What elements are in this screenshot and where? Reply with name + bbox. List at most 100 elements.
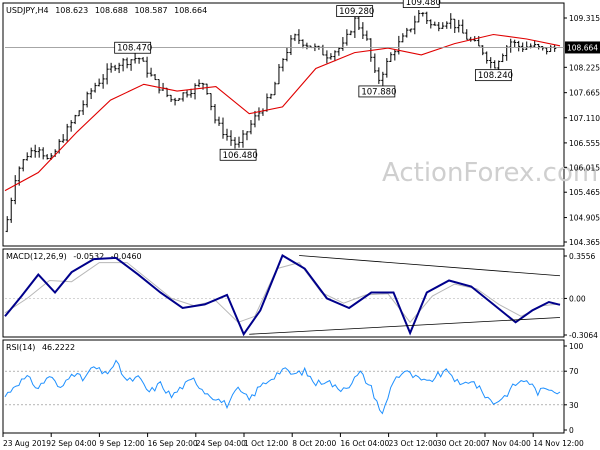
- price-bar: [189, 88, 193, 98]
- price-bar: [545, 47, 549, 55]
- rsi-axis: 100 70 30 0: [564, 342, 584, 435]
- price-bar: [381, 71, 385, 86]
- level-label-box: [402, 0, 440, 8]
- price-bar: [429, 19, 433, 29]
- price-bar: [241, 130, 245, 148]
- level-label-text: 106.480: [223, 151, 258, 161]
- price-bar: [209, 93, 213, 111]
- time-tick-label: 23 Aug 2019: [3, 439, 51, 448]
- price-bar: [385, 58, 389, 78]
- level-label-text: 108.470: [117, 44, 152, 54]
- price-bar: [109, 62, 113, 73]
- price-panel-header: USDJPY,H4 108.623 108.688 108.587 108.66…: [6, 6, 207, 15]
- macd-trendline: [299, 255, 561, 277]
- price-bar: [537, 43, 541, 50]
- price-bar: [517, 40, 521, 52]
- price-bar: [101, 74, 105, 89]
- price-bar: [45, 154, 49, 160]
- price-bar: [237, 136, 241, 148]
- macd-tick-label: 0.00: [569, 294, 586, 303]
- current-price-marker: [565, 41, 600, 54]
- price-tick-label: 108.225: [569, 63, 600, 72]
- macd-panel-header: MACD(12,26,9) -0.0532 -0.0460: [6, 252, 142, 261]
- price-bar: [149, 67, 153, 77]
- price-bar: [249, 120, 253, 135]
- price-bar: [129, 59, 133, 71]
- price-bar: [433, 21, 437, 26]
- price-bar: [225, 128, 229, 141]
- level-label-box: [336, 5, 374, 17]
- price-bar: [153, 74, 157, 81]
- price-bar: [277, 63, 281, 85]
- price-bar: [389, 52, 393, 62]
- price-bar: [181, 92, 185, 102]
- price-bar: [437, 22, 441, 32]
- macd-tick-label: -0.3064: [569, 331, 598, 340]
- price-bar: [61, 134, 65, 143]
- price-bar: [393, 49, 397, 61]
- price-panel-frame: [2, 2, 565, 247]
- macd-series: [4, 254, 564, 337]
- price-bar: [145, 56, 149, 78]
- price-bar: [177, 97, 181, 101]
- price-bar: [233, 137, 237, 149]
- price-bar: [117, 62, 121, 74]
- rsi-tick-label: 100: [569, 342, 584, 351]
- price-bar: [97, 78, 101, 87]
- price-bar: [453, 18, 457, 33]
- price-bar: [481, 45, 485, 56]
- rsi-tick-label: 30: [569, 401, 579, 410]
- time-tick-label: 16 Sep 20:00: [148, 439, 198, 448]
- macd-line: [4, 254, 561, 337]
- rsi-title: RSI(14): [6, 343, 35, 352]
- price-tick-label: 105.465: [569, 188, 600, 197]
- rsi-value: 46.2222: [42, 343, 75, 352]
- ohlc-close: 108.664: [174, 6, 207, 15]
- macd-tick-label: 0.3556: [569, 252, 595, 261]
- level-label: 108.470: [114, 41, 152, 54]
- price-bar: [89, 88, 93, 100]
- time-tick-label: 7 Nov 04:00: [485, 439, 531, 448]
- time-tick-label: 1 Oct 12:00: [244, 439, 288, 448]
- price-bar: [257, 107, 261, 121]
- price-bar: [497, 60, 501, 71]
- price-bar: [37, 147, 41, 158]
- ohlc-low: 108.587: [134, 6, 167, 15]
- level-label: 107.880: [358, 85, 397, 98]
- macd-value: -0.0532: [73, 252, 104, 261]
- level-label-box: [114, 41, 152, 54]
- price-bar: [69, 120, 73, 132]
- price-bar: [405, 27, 409, 38]
- price-bar: [541, 46, 545, 51]
- level-label-text: 109.280: [339, 7, 374, 17]
- level-label: 109.480: [402, 0, 441, 8]
- level-label: 106.480: [219, 148, 258, 161]
- price-bar: [141, 57, 145, 62]
- time-axis: 23 Aug 2019 2 Sep 04:00 9 Sep 12:00 16 Sep …: [2, 433, 584, 448]
- price-bar: [365, 30, 369, 41]
- level-label: 108.240: [474, 69, 513, 81]
- level-label-box: [219, 148, 257, 161]
- price-bar: [409, 28, 413, 33]
- price-bar: [85, 91, 89, 108]
- price-bar: [73, 114, 77, 125]
- price-bar: [373, 53, 377, 73]
- price-bar: [217, 116, 221, 126]
- level-label-box: [358, 85, 396, 98]
- price-bar: [361, 22, 365, 40]
- price-bar: [345, 29, 349, 46]
- price-bar: [29, 147, 33, 158]
- price-bar: [25, 152, 29, 161]
- price-bar: [253, 110, 257, 128]
- price-tick-label: 107.110: [569, 114, 600, 123]
- price-bar: [305, 42, 309, 50]
- price-bar: [489, 57, 493, 69]
- price-bar: [193, 83, 197, 100]
- level-label-text: 109.480: [406, 0, 441, 8]
- price-series: 108.470 106.480 109.280 107.880 109.480 108.2…: [4, 0, 564, 233]
- price-bar: [81, 100, 85, 115]
- price-bar: [281, 58, 285, 72]
- price-bar: [197, 79, 201, 88]
- price-bar: [413, 15, 417, 35]
